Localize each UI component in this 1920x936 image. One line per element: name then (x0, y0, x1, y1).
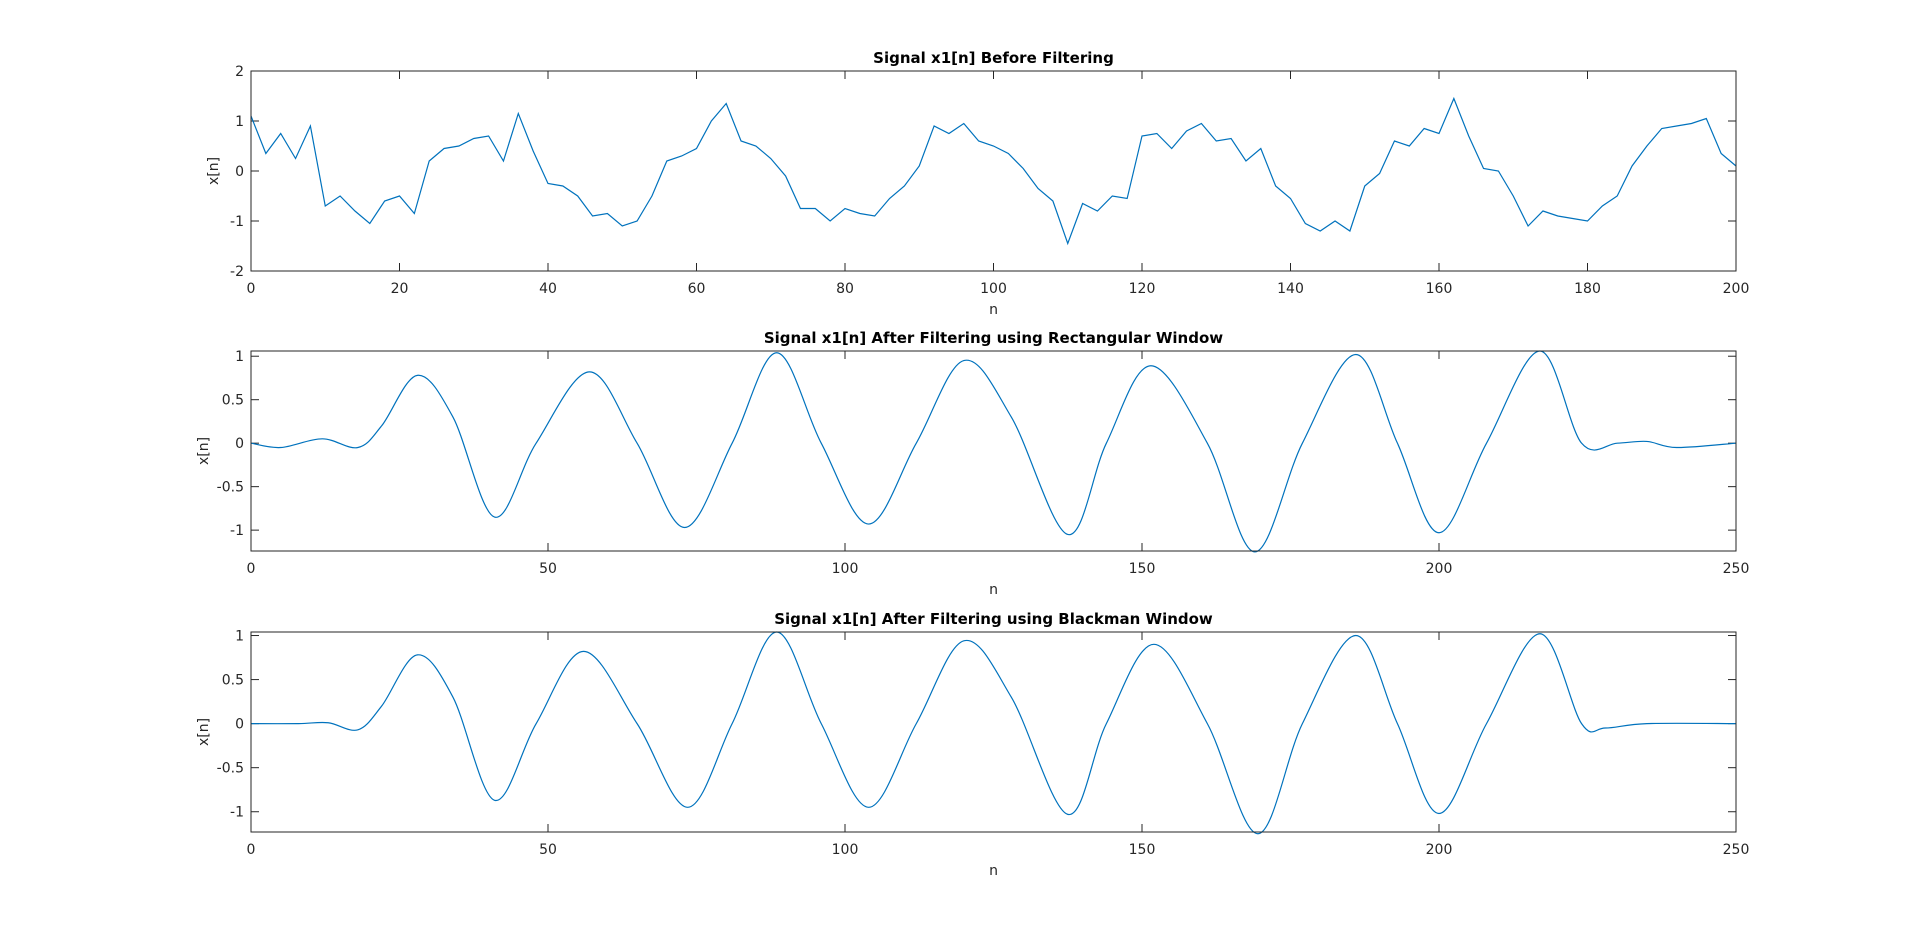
axes-box (250, 350, 1737, 552)
y-axis-label: x[n] (196, 718, 212, 746)
chart-title: Signal x1[n] Before Filtering (873, 49, 1114, 67)
y-tick-label: -1 (230, 523, 244, 539)
x-tick-label: 120 (1129, 281, 1156, 297)
signal-line (250, 350, 1737, 553)
y-axis-label: x[n] (196, 437, 212, 465)
x-tick-label: 0 (247, 842, 256, 858)
chart-title: Signal x1[n] After Filtering using Recta… (764, 329, 1223, 347)
x-tick-label: 40 (539, 281, 557, 297)
x-tick-label: 60 (688, 281, 706, 297)
signal-line (250, 96, 1737, 246)
y-tick-label: -1 (230, 805, 244, 821)
x-tick-label: 150 (1129, 842, 1156, 858)
y-axis-label: x[n] (206, 157, 222, 185)
y-tick-label: -2 (230, 264, 244, 280)
x-axis-label: n (989, 302, 998, 318)
axes-box (250, 631, 1737, 833)
x-tick-label: 20 (391, 281, 409, 297)
y-tick-label: -1 (230, 214, 244, 230)
x-tick-label: 50 (539, 842, 557, 858)
x-tick-label: 200 (1426, 561, 1453, 577)
y-tick-label: 1 (235, 629, 244, 645)
x-tick-label: 0 (247, 561, 256, 577)
x-axis-label: n (989, 863, 998, 879)
y-tick-label: -0.5 (217, 480, 244, 496)
signal-line (250, 631, 1737, 835)
axes-box (250, 70, 1737, 272)
x-tick-label: 200 (1426, 842, 1453, 858)
chart-title: Signal x1[n] After Filtering using Black… (774, 610, 1213, 628)
x-tick-label: 80 (836, 281, 854, 297)
x-tick-label: 100 (980, 281, 1007, 297)
x-tick-label: 160 (1426, 281, 1453, 297)
x-tick-label: 100 (832, 561, 859, 577)
y-tick-label: 0 (235, 164, 244, 180)
x-axis-label: n (989, 582, 998, 598)
x-tick-label: 250 (1723, 561, 1750, 577)
x-tick-label: 150 (1129, 561, 1156, 577)
y-tick-label: 1 (235, 114, 244, 130)
x-tick-label: 100 (832, 842, 859, 858)
y-tick-label: 2 (235, 64, 244, 80)
x-tick-label: 140 (1277, 281, 1304, 297)
x-tick-label: 0 (247, 281, 256, 297)
axes-background (251, 71, 1736, 271)
y-tick-label: 0 (235, 717, 244, 733)
x-tick-label: 250 (1723, 842, 1750, 858)
x-tick-label: 200 (1723, 281, 1750, 297)
y-tick-label: 1 (235, 349, 244, 365)
y-tick-label: -0.5 (217, 761, 244, 777)
y-tick-label: 0.5 (222, 393, 244, 409)
y-tick-label: 0 (235, 436, 244, 452)
axes-background (251, 351, 1736, 551)
x-tick-label: 180 (1574, 281, 1601, 297)
y-tick-label: 0.5 (222, 673, 244, 689)
x-tick-label: 50 (539, 561, 557, 577)
axes-background (251, 632, 1736, 832)
